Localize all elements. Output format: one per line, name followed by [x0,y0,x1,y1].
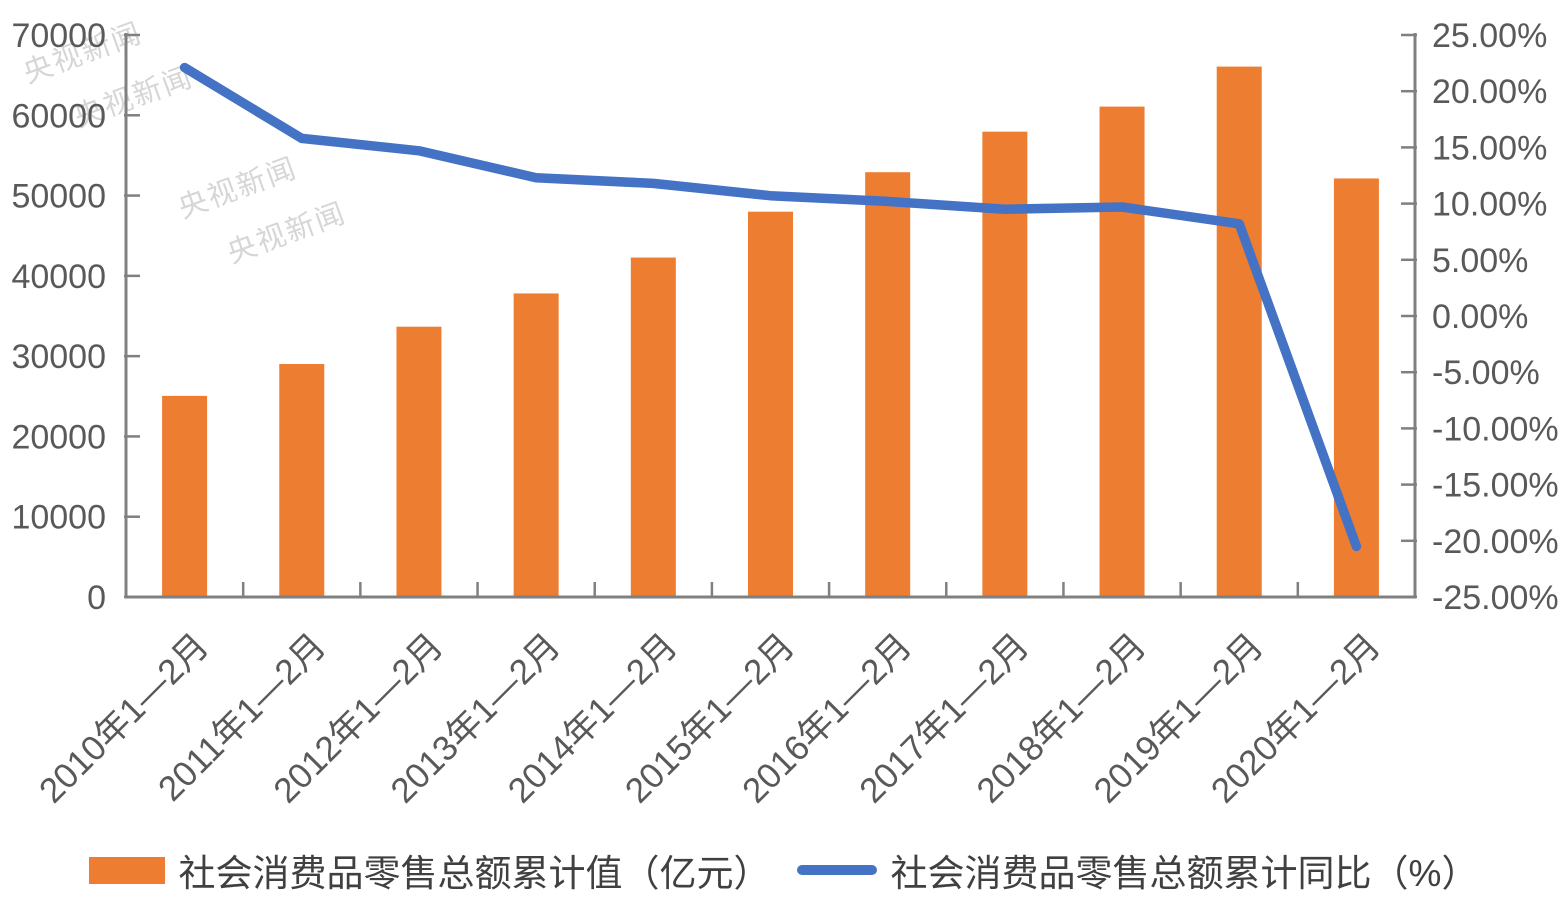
left-axis-tick-label: 40000 [11,258,106,296]
watermark-text-2: 央视新闻 [174,151,302,224]
right-axis-tick-label: -10.00% [1432,410,1559,448]
legend-item-bar-series: 社会消费品零售总额累计值（亿元） [88,843,771,897]
watermark-text-3: 央视新闻 [223,196,351,269]
bar-series-legend-label: 社会消费品零售总额累计值（亿元） [178,853,771,894]
right-axis-tick-label: -5.00% [1432,354,1540,392]
line-series-legend-label: 社会消费品零售总额累计同比（%） [890,853,1479,894]
right-axis-tick-label: 20.00% [1432,73,1547,111]
bar-2014年1—2月 [630,257,676,597]
legend: 社会消费品零售总额累计值（亿元） 社会消费品零售总额累计同比（%） [0,843,1567,897]
bar-2020年1—2月 [1333,178,1379,597]
bar-2018年1—2月 [1099,106,1145,597]
right-axis-tick-label: 0.00% [1432,298,1528,336]
right-axis-tick-label: 10.00% [1432,186,1547,224]
left-axis-tick-label: 60000 [11,97,106,135]
bar-2016年1—2月 [865,172,911,597]
growth-line [179,62,1362,552]
legend-item-line-series: 社会消费品零售总额累计同比（%） [796,843,1479,897]
bar-2010年1—2月 [162,395,208,597]
right-axis-tick-label: 5.00% [1432,242,1528,280]
right-axis-tick-label: 15.00% [1432,129,1547,167]
left-axis-tick-label: 20000 [11,418,106,456]
right-axis-tick-label: -25.00% [1432,579,1559,617]
bar-2017年1—2月 [982,131,1028,597]
left-axis-tick-label: 30000 [11,338,106,376]
right-axis-tick-label: -15.00% [1432,467,1559,505]
left-axis-tick-label: 50000 [11,178,106,216]
bar-2015年1—2月 [748,211,793,597]
right-axis-tick-label: 25.00% [1432,17,1547,55]
line-series-swatch-icon [796,865,877,875]
bar-2012年1—2月 [396,326,442,597]
left-axis-tick-label: 0 [87,579,106,617]
bar-2019年1—2月 [1216,66,1262,597]
bar-series-swatch-icon [88,856,165,884]
bar-2011年1—2月 [279,364,325,597]
left-axis-tick-label: 70000 [11,17,106,55]
left-axis-tick-label: 10000 [11,499,106,537]
bar-2013年1—2月 [513,293,559,597]
right-axis-tick-label: -20.00% [1432,523,1559,561]
